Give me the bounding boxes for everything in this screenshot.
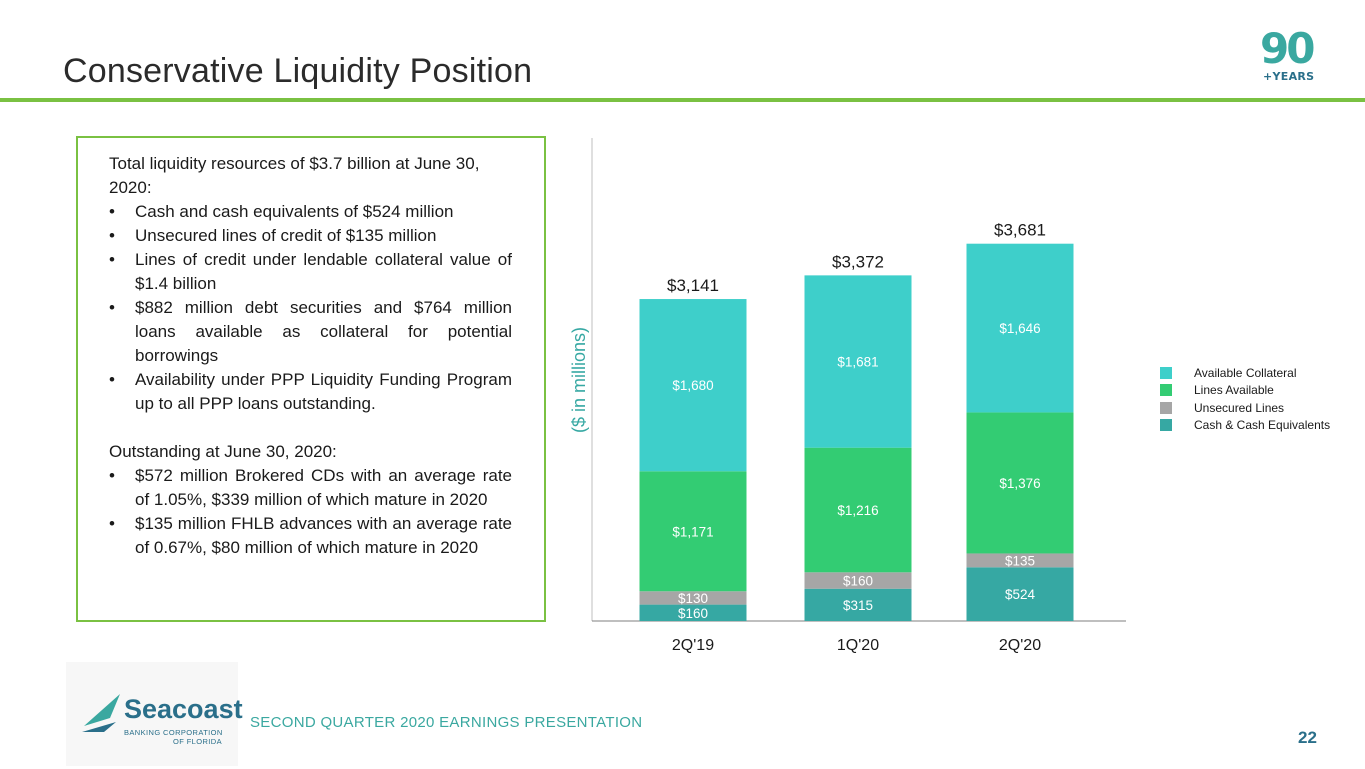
legend-swatch	[1160, 401, 1172, 414]
data-label: $524	[1005, 587, 1036, 602]
bar-segment	[804, 572, 912, 589]
legend-swatch	[1160, 384, 1172, 397]
seacoast-logo: Seacoast BANKING CORPORATION OF FLORIDA	[66, 662, 243, 766]
total-label: $3,372	[832, 252, 884, 271]
bar-segment	[804, 447, 912, 573]
ninety-years-logo: 90 +YEARS	[1260, 28, 1320, 84]
legend-swatch	[1160, 419, 1172, 432]
total-label: $3,141	[667, 276, 719, 295]
bar-segment	[639, 299, 747, 472]
liquidity-stacked-bar-chart: ($ in millions)$160$130$1,171$1,680$3,14…	[569, 138, 1126, 654]
legend-label: Lines Available	[1194, 383, 1274, 398]
data-label: $1,680	[672, 378, 713, 393]
bar-segment	[639, 604, 747, 621]
bar-segment	[639, 591, 747, 605]
liquidity-summary-box: Total liquidity resources of $3.7 billio…	[76, 136, 546, 622]
sail-icon	[82, 694, 120, 732]
list-item: • $135 million FHLB advances with an aver…	[109, 514, 512, 557]
page-title: Conservative Liquidity Position	[63, 52, 533, 90]
logo-years: +YEARS	[1263, 70, 1315, 83]
legend-entry: Unsecured Lines	[1160, 399, 1330, 417]
list-item: • $572 million Brokered CDs with an avera…	[109, 466, 512, 509]
list-item: • Cash and cash equivalents of $524 milli…	[109, 202, 454, 221]
data-label: $135	[1005, 553, 1035, 568]
data-label: $1,216	[837, 503, 878, 518]
legend-label: Available Collateral	[1194, 365, 1297, 380]
logo-number: 90	[1260, 24, 1315, 73]
footer-caption: SECOND QUARTER 2020 EARNINGS PRESENTATIO…	[250, 714, 643, 731]
category-tick-label: 1Q'20	[837, 637, 879, 654]
data-label: $130	[678, 591, 708, 606]
list-item: • Lines of credit under lendable collater…	[109, 250, 512, 293]
company-subtitle: BANKING CORPORATION	[124, 728, 223, 737]
chart-legend: Available Collateral Lines Available Unsec…	[1160, 364, 1330, 434]
company-name: Seacoast	[124, 694, 243, 724]
list-item: • $882 million debt securities and $764 m…	[109, 298, 512, 365]
list-item: • Availability under PPP Liquidity Fundin…	[109, 370, 512, 413]
y-axis-label: ($ in millions)	[569, 327, 589, 433]
total-label: $3,681	[994, 221, 1046, 240]
outstanding-heading: Outstanding at June 30, 2020:	[109, 442, 337, 461]
legend-swatch	[1160, 366, 1172, 379]
title-divider	[0, 98, 1365, 102]
category-tick-label: 2Q'19	[672, 637, 714, 654]
legend-label: Unsecured Lines	[1194, 400, 1285, 415]
data-label: $1,646	[999, 321, 1040, 336]
intro-text: Total liquidity resources of $3.7 billio…	[109, 154, 480, 197]
bar-segment	[804, 275, 912, 448]
list-item: • Unsecured lines of credit of $135 milli…	[109, 226, 437, 245]
data-label: $1,376	[999, 476, 1040, 491]
data-label: $1,681	[837, 355, 878, 370]
category-tick-label: 2Q'20	[999, 637, 1041, 654]
company-subtitle-2: OF FLORIDA	[173, 737, 223, 746]
bar-segment	[639, 471, 747, 592]
bar-segment	[804, 588, 912, 621]
data-label: $315	[843, 598, 873, 613]
resources-list: • Cash and cash equivalents of $524 milli…	[109, 200, 512, 416]
legend-label: Cash & Cash Equivalents	[1194, 418, 1331, 433]
data-label: $1,171	[672, 524, 713, 539]
spacer	[109, 416, 512, 440]
data-label: $160	[843, 574, 873, 589]
page-number: 22	[1298, 728, 1317, 747]
data-label: $160	[678, 606, 708, 621]
outstanding-list: • $572 million Brokered CDs with an avera…	[109, 464, 512, 560]
legend-entry: Available Collateral	[1160, 364, 1330, 382]
bar-segment	[966, 567, 1074, 621]
bar-segment	[966, 243, 1074, 413]
bar-segment	[966, 412, 1074, 554]
legend-entry: Cash & Cash Equivalents	[1160, 417, 1330, 435]
bar-segment	[966, 553, 1074, 568]
legend-entry: Lines Available	[1160, 382, 1330, 400]
